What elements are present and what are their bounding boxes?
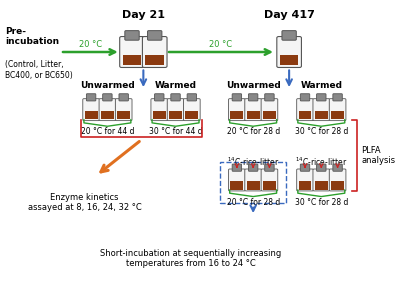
- Text: 20 °C for 44 d: 20 °C for 44 d: [81, 128, 134, 136]
- FancyBboxPatch shape: [297, 169, 313, 191]
- Bar: [315, 111, 328, 119]
- Bar: [298, 111, 312, 119]
- Bar: [85, 111, 98, 119]
- FancyBboxPatch shape: [232, 164, 242, 171]
- Text: $^{14}$C-rice-litter: $^{14}$C-rice-litter: [295, 156, 348, 168]
- FancyBboxPatch shape: [300, 164, 310, 171]
- Text: 20 °C for 28 d: 20 °C for 28 d: [226, 198, 280, 207]
- FancyBboxPatch shape: [313, 99, 330, 121]
- Bar: [263, 111, 276, 119]
- Bar: [169, 111, 182, 119]
- Bar: [298, 181, 312, 189]
- Bar: [263, 181, 276, 189]
- Bar: [101, 111, 114, 119]
- Bar: [153, 111, 166, 119]
- FancyBboxPatch shape: [228, 169, 245, 191]
- FancyBboxPatch shape: [329, 99, 346, 121]
- FancyBboxPatch shape: [120, 37, 144, 68]
- FancyBboxPatch shape: [148, 31, 162, 40]
- FancyBboxPatch shape: [142, 37, 167, 68]
- FancyBboxPatch shape: [277, 37, 302, 68]
- FancyBboxPatch shape: [261, 169, 278, 191]
- Bar: [315, 181, 328, 189]
- FancyBboxPatch shape: [300, 94, 310, 101]
- Bar: [220, 162, 286, 203]
- FancyBboxPatch shape: [115, 99, 132, 121]
- Text: Unwarmed: Unwarmed: [80, 81, 135, 90]
- Text: $^{14}$C-rice-litter: $^{14}$C-rice-litter: [227, 156, 279, 168]
- FancyBboxPatch shape: [261, 99, 278, 121]
- FancyBboxPatch shape: [99, 99, 116, 121]
- FancyBboxPatch shape: [329, 169, 346, 191]
- FancyBboxPatch shape: [228, 99, 245, 121]
- Text: Warmed: Warmed: [300, 81, 342, 90]
- Bar: [185, 111, 198, 119]
- FancyBboxPatch shape: [265, 164, 274, 171]
- Bar: [230, 181, 243, 189]
- Text: Pre-
incubation: Pre- incubation: [5, 27, 59, 46]
- Text: 20 °C: 20 °C: [210, 41, 232, 49]
- FancyBboxPatch shape: [167, 99, 184, 121]
- Text: PLFA
analysis: PLFA analysis: [361, 146, 395, 165]
- Text: Warmed: Warmed: [154, 81, 196, 90]
- Text: 30 °C for 28 d: 30 °C for 28 d: [295, 128, 348, 136]
- FancyBboxPatch shape: [86, 94, 96, 101]
- Bar: [117, 111, 130, 119]
- FancyBboxPatch shape: [232, 94, 242, 101]
- FancyBboxPatch shape: [119, 94, 128, 101]
- Bar: [331, 111, 344, 119]
- Text: 20 °C for 28 d: 20 °C for 28 d: [226, 128, 280, 136]
- FancyBboxPatch shape: [297, 99, 313, 121]
- FancyBboxPatch shape: [248, 94, 258, 101]
- Bar: [123, 55, 141, 65]
- FancyBboxPatch shape: [265, 94, 274, 101]
- FancyBboxPatch shape: [151, 99, 168, 121]
- FancyBboxPatch shape: [248, 164, 258, 171]
- FancyBboxPatch shape: [333, 164, 342, 171]
- FancyBboxPatch shape: [171, 94, 180, 101]
- Text: Enzyme kinetics
assayed at 8, 16, 24, 32 °C: Enzyme kinetics assayed at 8, 16, 24, 32…: [28, 193, 142, 212]
- FancyBboxPatch shape: [333, 94, 342, 101]
- Bar: [230, 111, 243, 119]
- Text: 20 °C: 20 °C: [79, 41, 102, 49]
- Text: 30 °C for 28 d: 30 °C for 28 d: [295, 198, 348, 207]
- FancyBboxPatch shape: [103, 94, 112, 101]
- FancyBboxPatch shape: [83, 99, 100, 121]
- Bar: [146, 55, 164, 65]
- Text: Unwarmed: Unwarmed: [226, 81, 280, 90]
- FancyBboxPatch shape: [154, 94, 164, 101]
- FancyBboxPatch shape: [245, 169, 262, 191]
- Text: Day 417: Day 417: [264, 10, 314, 20]
- Bar: [280, 55, 298, 65]
- FancyBboxPatch shape: [313, 169, 330, 191]
- FancyBboxPatch shape: [282, 31, 296, 40]
- FancyBboxPatch shape: [316, 94, 326, 101]
- Text: Day 21: Day 21: [122, 10, 165, 20]
- FancyBboxPatch shape: [316, 164, 326, 171]
- Bar: [247, 111, 260, 119]
- Bar: [247, 181, 260, 189]
- Bar: [331, 181, 344, 189]
- Text: Short-incubation at sequentially increasing
temperatures from 16 to 24 °C: Short-incubation at sequentially increas…: [100, 249, 281, 268]
- Text: 30 °C for 44 d: 30 °C for 44 d: [149, 128, 202, 136]
- FancyBboxPatch shape: [245, 99, 262, 121]
- FancyBboxPatch shape: [184, 99, 200, 121]
- FancyBboxPatch shape: [187, 94, 196, 101]
- Text: (Control, Litter,
BC400, or BC650): (Control, Litter, BC400, or BC650): [5, 60, 73, 80]
- FancyBboxPatch shape: [125, 31, 139, 40]
